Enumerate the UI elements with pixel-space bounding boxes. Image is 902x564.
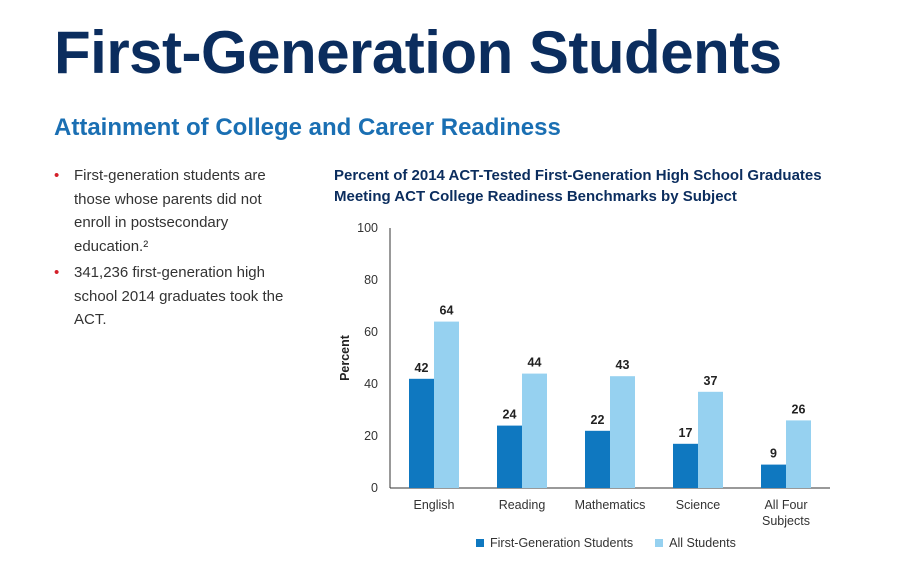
bar-value-label: 24 <box>503 408 517 422</box>
y-tick-label: 0 <box>371 481 378 495</box>
x-tick-label: Subjects <box>762 514 810 528</box>
section-heading: Attainment of College and Career Readine… <box>54 114 561 141</box>
page-title: First-Generation Students <box>54 19 782 86</box>
bar <box>434 321 459 488</box>
bullet-dot-icon: • <box>54 167 60 184</box>
bar <box>786 420 811 488</box>
bar <box>610 376 635 488</box>
bar-value-label: 26 <box>792 402 806 416</box>
y-tick-label: 20 <box>364 429 378 443</box>
bullet-item: • First-generation students are those wh… <box>54 164 294 258</box>
y-tick-label: 100 <box>357 221 378 235</box>
bar-value-label: 22 <box>591 413 605 427</box>
bar <box>409 378 434 488</box>
bar <box>497 425 522 488</box>
x-tick-label: All Four <box>764 498 807 512</box>
bullet-dot-icon: • <box>54 264 60 281</box>
legend-label-all-students: All Students <box>669 536 736 550</box>
x-tick-label: English <box>414 498 455 512</box>
bar-value-label: 64 <box>440 304 454 318</box>
bar-value-label: 9 <box>770 447 777 461</box>
bar-value-label: 17 <box>679 426 693 440</box>
legend-item-all-students: All Students <box>655 536 736 550</box>
legend-swatch-all-students <box>655 539 664 547</box>
x-tick-label: Mathematics <box>575 498 646 512</box>
x-tick-label: Science <box>676 498 721 512</box>
bar-value-label: 37 <box>704 374 718 388</box>
chart-legend: First-Generation Students All Students <box>476 536 736 550</box>
bar <box>698 391 723 488</box>
bullet-item: • 341,236 first-generation high school 2… <box>54 261 294 332</box>
y-tick-label: 60 <box>364 325 378 339</box>
legend-swatch-first-gen <box>476 539 484 547</box>
bar <box>585 430 610 488</box>
bullet-text: First-generation students are those whos… <box>74 167 266 255</box>
bar <box>673 443 698 488</box>
legend-item-first-gen: First-Generation Students <box>476 536 633 550</box>
y-tick-label: 40 <box>364 377 378 391</box>
legend-label-first-gen: First-Generation Students <box>490 536 634 550</box>
x-tick-label: Reading <box>499 498 546 512</box>
bullet-list: • First-generation students are those wh… <box>54 164 294 335</box>
bar-value-label: 43 <box>616 358 630 372</box>
bar-value-label: 44 <box>528 356 542 370</box>
bar <box>522 373 547 488</box>
chart-title: Percent of 2014 ACT-Tested First-Generat… <box>334 167 822 205</box>
y-axis-label: Percent <box>338 334 352 381</box>
bar-value-label: 42 <box>415 361 429 375</box>
y-tick-label: 80 <box>364 273 378 287</box>
bullet-text: 341,236 first-generation high school 201… <box>74 264 284 328</box>
bar <box>761 464 786 488</box>
